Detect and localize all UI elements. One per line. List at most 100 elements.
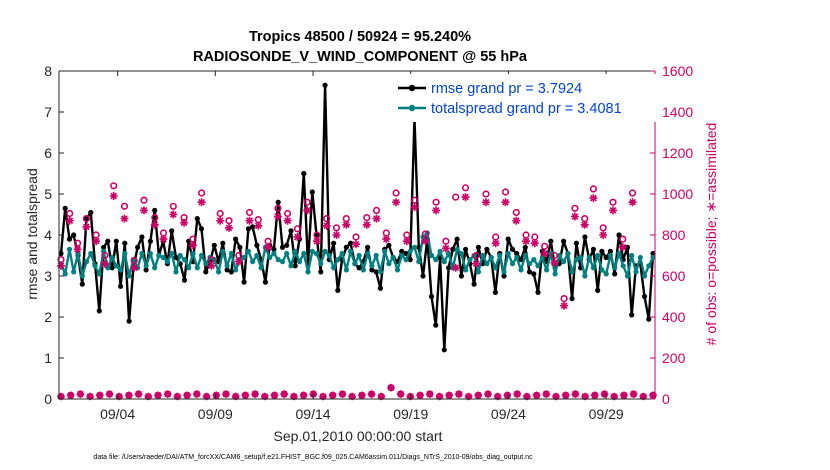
- x-tick-label: 09/24: [491, 406, 526, 422]
- totalspread-point: [578, 254, 584, 261]
- obs-assimilated-low-point: [338, 390, 347, 398]
- obs-possible-point: [245, 208, 254, 217]
- obs-possible-point: [432, 198, 440, 206]
- obs-assimilated-point: [410, 203, 419, 212]
- rmse-point: [369, 267, 375, 273]
- totalspread-point: [441, 259, 447, 265]
- totalspread-point: [607, 252, 614, 259]
- rmse-point: [224, 267, 230, 273]
- obs-assimilated-low-point: [86, 392, 94, 401]
- obs-assimilated-point: [322, 221, 331, 230]
- obs-possible-point: [66, 209, 74, 218]
- totalspread-point: [356, 252, 362, 259]
- obs-assimilated-low-point: [523, 392, 531, 401]
- obs-assimilated-point: [451, 263, 460, 272]
- totalspread-point: [147, 250, 153, 257]
- rmse-point: [471, 281, 477, 287]
- rmse-point: [335, 287, 341, 293]
- rmse-point: [348, 240, 354, 246]
- obs-assimilated-point: [234, 257, 243, 266]
- x-tick-label: 09/04: [100, 406, 135, 422]
- obs-possible-point: [501, 188, 510, 196]
- totalspread-point: [83, 259, 90, 265]
- obs-assimilated-point: [421, 237, 430, 246]
- totalspread-point: [552, 271, 558, 277]
- obs-assimilated-low-point: [610, 392, 618, 401]
- totalspread-point: [169, 250, 175, 257]
- totalspread-point: [458, 250, 464, 257]
- totalspread-point: [109, 254, 115, 261]
- totalspread-point: [492, 265, 498, 271]
- obs-assimilated-low-point: [581, 392, 589, 401]
- obs-assimilated-low-point: [183, 391, 191, 400]
- y-axis-label-left: rmse and totalspread: [24, 168, 40, 300]
- x-tick-label: 09/29: [589, 406, 624, 422]
- rmse-point: [135, 244, 141, 250]
- rmse-point: [322, 82, 328, 88]
- obs-assimilated-point: [312, 237, 321, 246]
- rmse-point: [122, 240, 128, 246]
- totalspread-point: [360, 267, 366, 273]
- totalspread-point: [190, 250, 196, 257]
- rmse-point: [420, 273, 426, 279]
- x-tick-label: 09/09: [198, 406, 233, 422]
- rmse-point: [407, 257, 413, 263]
- rmse-point: [492, 289, 498, 295]
- totalspread-point: [331, 265, 337, 271]
- obs-assimilated-point: [109, 192, 118, 200]
- obs-assimilated-low-point: [261, 392, 269, 401]
- obs-assimilated-point: [570, 212, 579, 221]
- rmse-point: [169, 228, 175, 234]
- totalspread-point: [177, 252, 183, 259]
- totalspread-point: [365, 250, 371, 257]
- obs-assimilated-low-point: [620, 391, 628, 400]
- rmse-point: [275, 199, 281, 205]
- rmse-point: [612, 271, 618, 277]
- obs-possible-point: [82, 215, 90, 223]
- rmse-point: [71, 232, 77, 238]
- rmse-point: [318, 269, 324, 275]
- rmse-point: [463, 246, 469, 252]
- totalspread-point: [377, 269, 383, 275]
- rmse-point: [79, 281, 85, 287]
- totalspread-point: [582, 273, 588, 279]
- obs-assimilated-point: [501, 198, 510, 207]
- rmse-point: [279, 244, 286, 250]
- totalspread-point: [118, 267, 124, 273]
- rmse-point: [152, 207, 158, 213]
- obs-assimilated-low-point: [416, 391, 424, 400]
- rmse-point: [203, 269, 209, 275]
- obs-assimilated-low-point: [591, 391, 599, 400]
- totalspread-point: [216, 269, 222, 275]
- totalspread-point: [454, 246, 460, 252]
- rmse-point: [211, 242, 217, 248]
- rmse-point: [450, 246, 456, 252]
- x-axis-label: Sep.01,2010 00:00:00 start: [274, 428, 443, 444]
- y-tick-left-label: 1: [44, 350, 52, 366]
- totalspread-point: [390, 254, 396, 261]
- totalspread-point: [62, 271, 68, 277]
- y-tick-right-label: 800: [662, 227, 686, 243]
- totalspread-point: [420, 234, 426, 240]
- totalspread-point: [612, 265, 618, 271]
- obs-assimilated-point: [245, 216, 254, 225]
- rmse-point: [505, 236, 511, 242]
- rmse-point: [220, 240, 226, 246]
- obs-possible-point: [352, 233, 360, 241]
- obs-assimilated-point: [140, 206, 148, 215]
- rmse-point: [292, 263, 298, 269]
- totalspread-point: [399, 252, 405, 259]
- legend-totalspread-marker: [408, 104, 416, 112]
- obs-possible-point: [130, 257, 138, 265]
- legend-rmse-label: rmse grand pr = 3.7924: [431, 81, 582, 97]
- obs-possible-point: [619, 235, 627, 243]
- obs-assimilated-low-point: [251, 390, 259, 398]
- obs-assimilated-point: [92, 237, 101, 246]
- totalspread-point: [556, 252, 562, 259]
- totalspread-point: [92, 263, 98, 269]
- obs-assimilated-point: [461, 193, 470, 202]
- totalspread-point: [531, 257, 537, 263]
- obs-assimilated-point: [482, 198, 490, 207]
- obs-assimilated-point: [197, 198, 206, 207]
- y-tick-left-label: 8: [44, 63, 52, 79]
